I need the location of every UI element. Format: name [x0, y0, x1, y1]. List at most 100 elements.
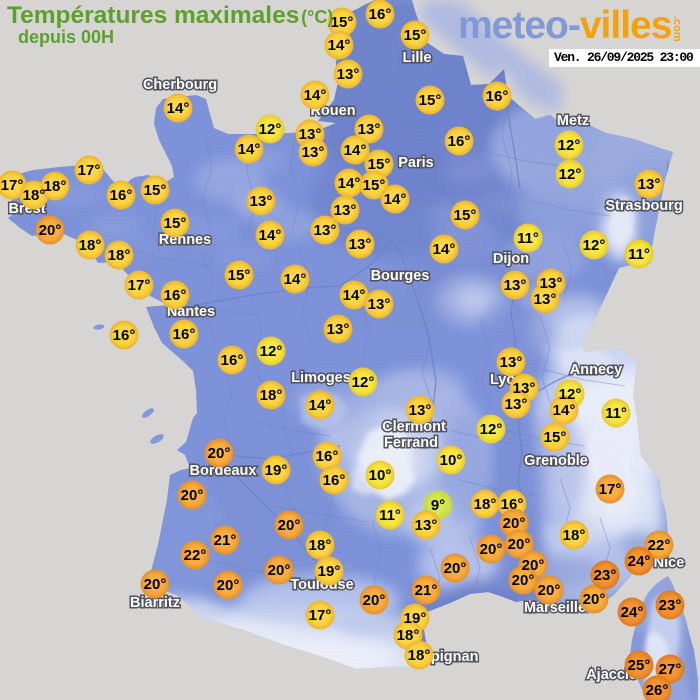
svg-text:15°: 15°	[164, 215, 187, 232]
svg-text:Cherbourg: Cherbourg	[143, 77, 217, 93]
svg-text:Bourges: Bourges	[371, 268, 430, 284]
svg-text:15°: 15°	[419, 92, 442, 109]
svg-text:Marseille: Marseille	[524, 600, 586, 616]
svg-text:18°: 18°	[408, 647, 431, 664]
svg-text:21°: 21°	[415, 582, 438, 599]
svg-text:23°: 23°	[659, 597, 682, 614]
svg-text:11°: 11°	[379, 507, 401, 524]
svg-text:26°: 26°	[646, 682, 669, 699]
svg-text:20°: 20°	[208, 445, 231, 462]
svg-text:Dijon: Dijon	[493, 251, 529, 267]
svg-text:17°: 17°	[128, 277, 151, 294]
svg-text:18°: 18°	[397, 627, 420, 644]
svg-text:16°: 16°	[221, 352, 244, 369]
svg-text:12°: 12°	[558, 137, 581, 154]
svg-text:20°: 20°	[363, 592, 386, 609]
svg-text:14°: 14°	[238, 141, 261, 158]
svg-text:21°: 21°	[214, 532, 237, 549]
svg-text:16°: 16°	[164, 287, 187, 304]
svg-text:16°: 16°	[486, 88, 509, 105]
svg-text:Metz: Metz	[557, 113, 589, 129]
svg-text:12°: 12°	[259, 121, 282, 138]
svg-text:20°: 20°	[508, 536, 531, 553]
svg-text:14°: 14°	[338, 175, 361, 192]
svg-text:17°: 17°	[599, 481, 622, 498]
svg-text:Strasbourg: Strasbourg	[605, 198, 682, 214]
svg-text:12°: 12°	[352, 374, 375, 391]
svg-text:24°: 24°	[628, 553, 651, 570]
svg-text:23°: 23°	[594, 567, 617, 584]
svg-text:20°: 20°	[268, 562, 291, 579]
svg-text:14°: 14°	[328, 37, 351, 54]
svg-text:14°: 14°	[259, 227, 282, 244]
svg-text:20°: 20°	[503, 515, 526, 532]
svg-text:12°: 12°	[583, 237, 606, 254]
svg-text:19°: 19°	[404, 610, 427, 627]
svg-text:13°: 13°	[358, 121, 381, 138]
svg-text:20°: 20°	[217, 577, 240, 594]
svg-text:13°: 13°	[513, 380, 536, 397]
svg-text:13°: 13°	[302, 144, 325, 161]
svg-text:Paris: Paris	[398, 155, 433, 171]
svg-text:Annecy: Annecy	[570, 362, 622, 378]
svg-text:18°: 18°	[23, 187, 46, 204]
svg-text:20°: 20°	[480, 541, 503, 558]
svg-text:14°: 14°	[304, 87, 327, 104]
svg-text:13°: 13°	[504, 277, 527, 294]
svg-text:18°: 18°	[309, 537, 332, 554]
svg-text:20°: 20°	[144, 576, 167, 593]
svg-text:16°: 16°	[110, 187, 133, 204]
svg-text:20°: 20°	[444, 560, 467, 577]
svg-text:16°: 16°	[316, 448, 339, 465]
svg-text:15°: 15°	[544, 429, 567, 446]
svg-text:17°: 17°	[1, 177, 24, 194]
svg-text:13°: 13°	[250, 193, 273, 210]
svg-text:13°: 13°	[415, 517, 438, 534]
svg-text:15°: 15°	[144, 182, 167, 199]
svg-text:22°: 22°	[184, 547, 207, 564]
svg-text:25°: 25°	[628, 657, 651, 674]
svg-text:27°: 27°	[659, 661, 682, 678]
svg-text:14°: 14°	[343, 287, 366, 304]
svg-text:16°: 16°	[369, 6, 392, 23]
svg-text:16°: 16°	[113, 327, 136, 344]
svg-text:13°: 13°	[314, 222, 337, 239]
svg-text:13°: 13°	[534, 291, 557, 308]
svg-text:18°: 18°	[79, 237, 102, 254]
svg-text:13°: 13°	[299, 126, 322, 143]
svg-text:16°: 16°	[448, 133, 471, 150]
svg-text:13°: 13°	[638, 176, 661, 193]
svg-text:16°: 16°	[323, 472, 346, 489]
svg-text:17°: 17°	[78, 162, 101, 179]
svg-text:14°: 14°	[433, 241, 456, 258]
svg-text:Clermont: Clermont	[382, 419, 446, 435]
svg-text:13°: 13°	[334, 202, 357, 219]
svg-text:Biarritz: Biarritz	[130, 595, 180, 611]
svg-text:14°: 14°	[384, 191, 407, 208]
svg-text:12°: 12°	[480, 421, 503, 438]
svg-text:18°: 18°	[474, 496, 497, 513]
svg-text:15°: 15°	[368, 156, 391, 173]
svg-text:12°: 12°	[559, 386, 582, 403]
svg-text:11°: 11°	[517, 230, 539, 247]
svg-text:9°: 9°	[431, 497, 445, 514]
svg-text:10°: 10°	[369, 467, 392, 484]
svg-text:18°: 18°	[44, 178, 67, 195]
svg-text:15°: 15°	[228, 267, 251, 284]
svg-text:13°: 13°	[327, 321, 350, 338]
svg-text:10°: 10°	[440, 452, 463, 469]
svg-text:22°: 22°	[648, 537, 671, 554]
svg-text:20°: 20°	[181, 487, 204, 504]
svg-text:19°: 19°	[265, 462, 288, 479]
svg-text:14°: 14°	[309, 397, 332, 414]
svg-text:20°: 20°	[583, 591, 606, 608]
svg-text:Ferrand: Ferrand	[384, 435, 438, 451]
svg-text:20°: 20°	[522, 557, 545, 574]
svg-text:Grenoble: Grenoble	[524, 453, 588, 469]
svg-text:12°: 12°	[260, 343, 283, 360]
svg-text:11°: 11°	[605, 405, 627, 422]
svg-text:Bordeaux: Bordeaux	[190, 463, 257, 479]
svg-text:14°: 14°	[344, 142, 367, 159]
svg-text:13°: 13°	[505, 396, 528, 413]
svg-text:18°: 18°	[108, 247, 131, 264]
